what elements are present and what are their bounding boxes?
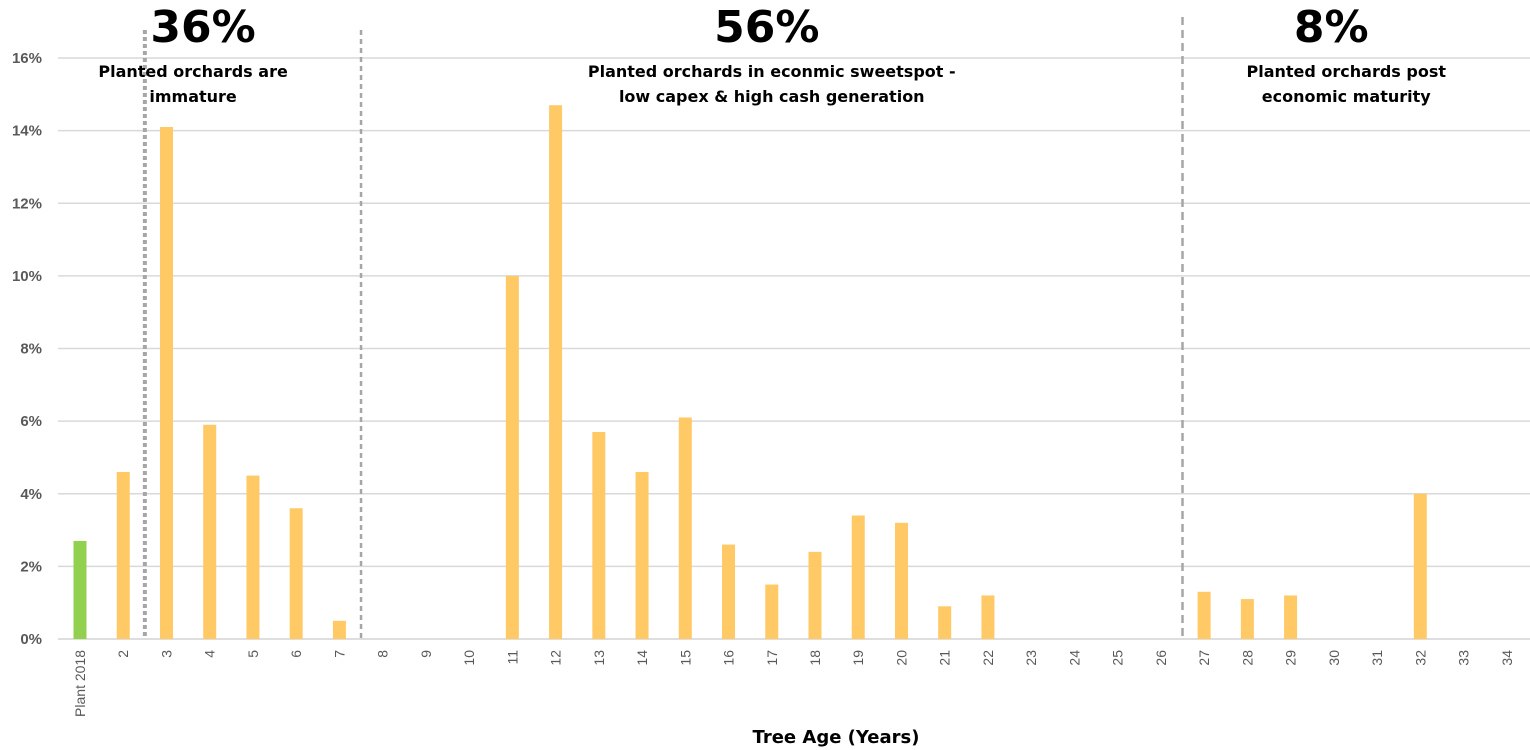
x-tick-label: 32 (1412, 650, 1428, 666)
x-tick-label: 27 (1196, 650, 1212, 666)
segment-label: Planted orchards in econmic sweetspot - (588, 62, 956, 81)
bar (722, 544, 736, 639)
x-tick-label: 16 (721, 650, 737, 666)
y-tick-label: 2% (20, 558, 42, 575)
x-tick-label: 2 (115, 650, 131, 658)
x-tick-label: 4 (202, 650, 218, 658)
x-axis-title: Tree Age (Years) (753, 727, 920, 748)
segment-label: Planted orchards are (98, 62, 288, 81)
segment-percent: 56% (714, 2, 819, 53)
x-tick-label: 22 (980, 650, 996, 666)
bar (246, 475, 260, 639)
y-tick-label: 6% (20, 413, 42, 430)
x-tick-label: 12 (548, 650, 564, 666)
x-tick-label: 10 (461, 650, 477, 666)
bar (592, 432, 606, 639)
bar (765, 584, 779, 639)
x-tick-label: 29 (1283, 650, 1299, 666)
x-tick-label: 9 (418, 650, 434, 658)
segment-percent: 36% (150, 2, 255, 53)
bar (981, 595, 995, 639)
x-tick-label: 7 (331, 650, 347, 658)
bar (1197, 591, 1211, 639)
bars (73, 105, 1427, 640)
x-tick-label: 21 (937, 650, 953, 666)
x-tick-label: 5 (245, 650, 261, 658)
x-tick-label: 17 (764, 650, 780, 666)
x-tick-label: Plant 2018 (72, 650, 88, 717)
bar (1284, 595, 1298, 639)
y-axis-ticks: 0% 2% 4% 6% 8% 10% 12% 14% 16% (12, 50, 42, 648)
bar (289, 508, 303, 639)
x-tick-label: 26 (1153, 650, 1169, 666)
bar (851, 515, 865, 639)
x-tick-label: 24 (1066, 650, 1082, 666)
x-tick-label: 30 (1326, 650, 1342, 666)
y-tick-label: 10% (12, 268, 42, 285)
bar (332, 620, 346, 639)
bar (116, 471, 130, 639)
gridlines (58, 57, 1530, 640)
x-tick-label: 33 (1456, 650, 1472, 666)
bar (678, 417, 692, 639)
x-axis-ticks: Plant 2018 2 3 4 5 6 7 8 9 10 11 12 13 14 15 16 17 18 19 20… (72, 650, 1515, 717)
y-tick-label: 12% (12, 195, 42, 212)
x-tick-label: 3 (158, 650, 174, 658)
bar (203, 424, 217, 639)
y-tick-label: 16% (12, 50, 42, 67)
segment-annotations: 36% Planted orchards are immature 56% Plante… (98, 2, 1446, 106)
x-tick-label: 19 (850, 650, 866, 666)
y-tick-label: 14% (12, 123, 42, 140)
x-tick-label: 6 (288, 650, 304, 658)
segment-label: low capex & high cash generation (619, 87, 925, 106)
bar (1240, 599, 1254, 639)
x-tick-label: 23 (1023, 650, 1039, 666)
x-tick-label: 14 (634, 650, 650, 666)
x-tick-label: 11 (504, 650, 520, 665)
bar (635, 471, 649, 639)
segment-dividers (142, 17, 1184, 639)
x-tick-label: 34 (1499, 650, 1515, 666)
x-tick-label: 31 (1369, 650, 1385, 666)
bar (505, 275, 519, 639)
x-tick-label: 18 (807, 650, 823, 666)
segment-label: immature (149, 87, 237, 106)
bar (938, 606, 952, 639)
bar (894, 522, 908, 639)
y-tick-label: 8% (20, 341, 42, 358)
segment-label: economic maturity (1262, 87, 1431, 106)
bar (808, 551, 822, 639)
bar (159, 126, 173, 639)
x-tick-label: 28 (1239, 650, 1255, 666)
bar (73, 540, 87, 639)
x-tick-label: 25 (1110, 650, 1126, 666)
segment-percent: 8% (1294, 2, 1369, 53)
segment-label: Planted orchards post (1246, 62, 1446, 81)
bar (1413, 493, 1427, 639)
x-tick-label: 20 (893, 650, 909, 666)
x-tick-label: 13 (591, 650, 607, 666)
x-tick-label: 15 (677, 650, 693, 666)
y-tick-label: 0% (20, 631, 42, 648)
y-tick-label: 4% (20, 486, 42, 503)
bar (549, 105, 563, 640)
x-tick-label: 8 (375, 650, 391, 658)
